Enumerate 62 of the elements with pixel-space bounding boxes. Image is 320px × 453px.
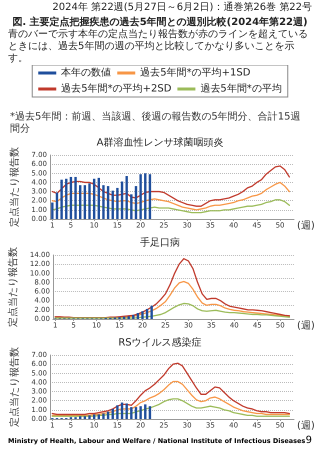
bar xyxy=(79,185,82,219)
y-axis-title: 定点当たり報告数 xyxy=(7,247,19,327)
bar xyxy=(136,313,140,319)
bar xyxy=(102,414,105,419)
line-series xyxy=(52,398,290,417)
line-series xyxy=(52,165,290,207)
chart-title: A群溶血性レンサ球菌咽頭炎 xyxy=(96,136,224,148)
text: 青のバーで示す本年の定点当たり報告数が赤のラインを超えているときには、過去5年間の週の平均と比較してかなり多いことを示す。 xyxy=(8,29,309,65)
line-series xyxy=(52,182,290,211)
x-axis-title: (週) xyxy=(297,220,315,232)
x-axis-title: (週) xyxy=(297,320,315,332)
text: *過去5年間：前週、当該週、後週の報告数の5年間分、合計15週間分 xyxy=(10,110,300,134)
bar xyxy=(128,316,130,319)
bar xyxy=(146,308,148,319)
line-series xyxy=(54,258,290,318)
x-axis-title: (週) xyxy=(297,420,315,432)
bar xyxy=(130,407,133,419)
bar xyxy=(139,406,142,419)
bar xyxy=(132,314,134,319)
text: 図. 主要定点把握疾患の過去5年間との週別比較(2024年第22週) xyxy=(11,16,309,28)
line-series xyxy=(52,380,290,416)
bar xyxy=(116,188,119,219)
bar xyxy=(79,416,82,419)
bar xyxy=(112,190,114,219)
bar xyxy=(60,180,63,219)
bar xyxy=(106,186,110,219)
bar xyxy=(150,306,153,319)
text: 2024年 第22週(5月27日～6月2日)：通巻第26巻 第22号 xyxy=(51,2,312,14)
bar xyxy=(106,412,110,419)
bar xyxy=(116,405,119,419)
y-axis-title: 定点当たり報告数 xyxy=(8,147,21,227)
bar xyxy=(51,202,54,219)
line-series xyxy=(54,302,290,319)
line-series xyxy=(52,199,290,214)
bar xyxy=(74,176,77,219)
bar xyxy=(70,176,72,219)
legend-label: 過去5年間*の平均 xyxy=(200,82,282,94)
bar xyxy=(98,178,100,219)
bar xyxy=(139,174,142,219)
chart-title: RSウイルス感染症 xyxy=(118,336,202,348)
bar xyxy=(130,194,133,219)
chart-title: 手足口病 xyxy=(140,236,180,248)
bar xyxy=(144,173,146,219)
bar xyxy=(84,416,86,419)
text: 9 xyxy=(306,435,312,446)
bar xyxy=(98,414,100,419)
line-series xyxy=(52,362,290,416)
bar xyxy=(65,178,68,219)
legend-label: 本年の数値 xyxy=(61,66,112,78)
bar xyxy=(92,414,96,419)
bar xyxy=(92,178,96,219)
bar xyxy=(148,406,152,419)
legend-label: 過去5年間*の平均+1SD xyxy=(140,66,251,78)
legend-label: 過去5年間*の平均+2SD xyxy=(61,82,172,94)
bar xyxy=(112,408,114,419)
bar xyxy=(102,185,105,219)
bar xyxy=(125,176,128,219)
bar xyxy=(84,185,86,219)
bar xyxy=(148,174,152,219)
bar xyxy=(125,403,128,419)
bar xyxy=(144,404,146,419)
y-axis-title: 定点当たり報告数 xyxy=(8,347,21,427)
